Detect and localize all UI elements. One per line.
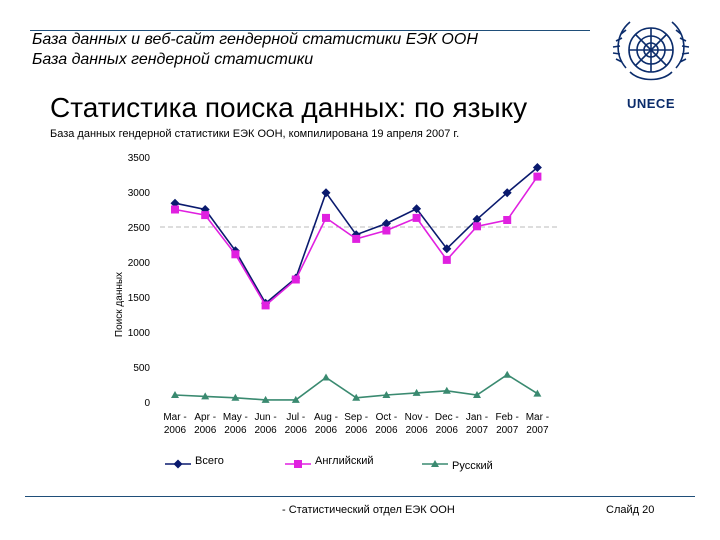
data-point-diamond [532,163,542,172]
data-point-triangle [201,392,210,400]
header-rule [30,30,590,31]
data-point-diamond [381,219,391,228]
x-tick-label: 2006 [405,425,428,436]
data-point-square [442,255,451,264]
x-tick-label: 2007 [496,425,519,436]
y-tick-label: 3000 [128,188,151,199]
x-tick-label: Mar - [526,412,549,423]
x-tick-label: 2007 [466,425,489,436]
x-tick-label: 2006 [375,425,398,436]
data-point-diamond [472,214,482,224]
data-point-square [352,234,361,243]
x-tick-label: Nov - [405,412,429,423]
data-point-square [533,172,542,181]
x-tick-label: Dec - [435,412,459,423]
x-tick-label: 2007 [526,425,549,436]
x-tick-label: Aug - [314,412,338,423]
data-point-triangle [352,393,361,401]
y-tick-label: 2500 [128,223,151,234]
data-point-triangle [473,391,481,398]
y-tick-label: 500 [133,363,150,374]
legend-label: Английский [315,455,374,467]
y-tick-label: 1000 [128,328,151,339]
header-line-2: База данных гендерной статистики [32,51,314,68]
data-point-square [473,222,481,231]
data-point-triangle [231,393,240,401]
x-tick-label: Jul - [286,412,305,423]
x-tick-label: 2006 [194,425,217,436]
logo-text: UNECE [626,96,675,111]
data-point-triangle [533,389,542,397]
x-tick-label: Feb - [496,412,519,423]
data-point-triangle [412,388,421,396]
y-tick-label: 3500 [128,153,151,164]
data-point-triangle [382,391,391,398]
x-tick-label: May - [223,412,248,423]
slide-number: Слайд 20 [606,504,655,516]
x-tick-label: Jan - [466,412,488,423]
footer-rule [25,496,695,497]
slide-header: База данных и веб-сайт гендерной статист… [32,30,478,70]
x-tick-label: Jun - [254,412,276,423]
data-point-square [503,216,512,224]
footer-credit: - Статистический отдел ЕЭК ООН [282,504,455,516]
data-point-triangle [171,391,179,398]
data-point-triangle [442,386,451,394]
x-tick-label: 2006 [254,425,277,436]
x-tick-label: 2006 [285,425,308,436]
data-point-square [382,226,391,235]
x-tick-label: Sep - [344,412,368,423]
data-point-diamond [502,188,512,198]
data-point-triangle [503,370,512,378]
data-point-square [322,213,330,222]
x-tick-label: Apr - [194,412,216,423]
slide-title: Статистика поиска данных: по языку [50,92,528,123]
legend-marker-square [294,460,302,468]
x-tick-label: Oct - [376,412,398,423]
unece-logo: UNECE [606,10,696,120]
data-point-triangle [322,373,330,381]
y-tick-label: 2000 [128,258,151,269]
data-point-square [171,205,179,214]
y-tick-label: 1500 [128,293,151,304]
data-point-square [261,301,270,310]
data-point-square [291,275,300,284]
data-point-triangle [291,395,300,403]
data-point-diamond [442,244,452,254]
x-tick-label: 2006 [345,425,368,436]
x-tick-label: Mar - [163,412,186,423]
x-tick-label: 2006 [315,425,338,436]
y-axis-label: Поиск данных [114,272,125,337]
x-tick-label: 2006 [436,425,459,436]
data-point-square [412,213,421,222]
legend-label: Всего [195,455,224,467]
legend-marker-diamond [173,459,183,469]
data-point-triangle [261,395,270,403]
data-point-diamond [170,198,180,208]
data-point-diamond [412,204,422,214]
x-tick-label: 2006 [224,425,247,436]
legend-label: Русский [452,460,493,472]
header-line-1: База данных и веб-сайт гендерной статист… [32,31,478,48]
un-emblem-icon [612,21,690,81]
legend-marker-triangle [431,460,439,467]
chart-subtitle: База данных гендерной статистики ЕЭК ООН… [50,128,460,140]
data-point-diamond [321,188,331,198]
data-point-square [231,250,240,259]
data-point-square [201,211,210,220]
y-tick-label: 0 [144,398,150,409]
x-tick-label: 2006 [164,425,187,436]
